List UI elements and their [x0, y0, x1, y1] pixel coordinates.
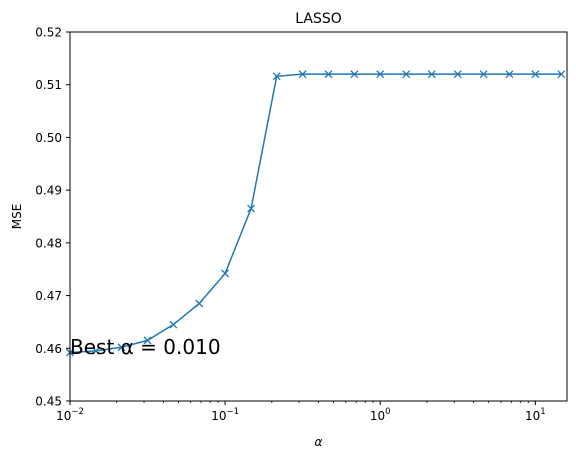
data-point-marker [350, 70, 359, 79]
marker-stroke [402, 70, 411, 79]
data-point-marker [91, 346, 100, 355]
y-tick-label: 0.52 [35, 26, 62, 40]
y-tick-label: 0.46 [35, 342, 62, 356]
marker-stroke [479, 70, 488, 79]
data-point-marker [221, 269, 230, 278]
chart-title: LASSO [295, 11, 342, 27]
series-line [69, 73, 562, 354]
ticks-layer: 0.45 0.46 0.47 0.48 0.49 0.50 0.51 0.52 10−2 10−1… [35, 26, 545, 424]
y-tick-label: 0.47 [35, 289, 62, 303]
marker-stroke [247, 204, 256, 213]
marker-stroke [298, 70, 307, 79]
x-tick-label: 10−1 [211, 407, 239, 423]
marker-stroke [557, 70, 566, 79]
x-tick-label: 10−2 [56, 407, 84, 423]
data-point-marker [505, 70, 514, 79]
y-tick-label: 0.50 [35, 131, 62, 145]
marker-stroke [453, 70, 462, 79]
y-axis-label: MSE [10, 204, 24, 230]
marker-stroke [143, 336, 152, 345]
marker-stroke [195, 299, 204, 308]
data-point-marker [324, 70, 333, 79]
x-tick-label: 100 [370, 407, 391, 423]
data-point-marker [376, 70, 385, 79]
marker-stroke [376, 70, 385, 79]
marker-stroke [91, 346, 100, 355]
marker-stroke [324, 70, 333, 79]
marker-stroke [169, 320, 178, 329]
y-tick-label: 0.45 [35, 395, 62, 409]
x-tick-label: 101 [525, 407, 546, 423]
data-point-marker [117, 343, 126, 352]
best-alpha-annotation: Best α = 0.010 [70, 335, 221, 359]
data-point-marker [298, 70, 307, 79]
data-point-marker [557, 70, 566, 79]
data-point-marker [169, 320, 178, 329]
marker-stroke [272, 72, 281, 81]
marker-stroke [505, 70, 514, 79]
axes-frame [69, 31, 568, 402]
data-point-marker [453, 70, 462, 79]
data-point-marker [427, 70, 436, 79]
marker-stroke [350, 70, 359, 79]
plot-layer [66, 70, 566, 357]
marker-stroke [427, 70, 436, 79]
marker-stroke [221, 269, 230, 278]
marker-stroke [531, 70, 540, 79]
data-point-marker [402, 70, 411, 79]
data-point-marker [272, 72, 281, 81]
marker-stroke [117, 343, 126, 352]
y-tick-label: 0.51 [35, 78, 62, 92]
y-tick-label: 0.48 [35, 236, 62, 250]
y-tick-label: 0.49 [35, 184, 62, 198]
x-axis-label: α [315, 435, 323, 449]
data-point-marker [531, 70, 540, 79]
data-point-marker [143, 336, 152, 345]
data-point-marker [247, 204, 256, 213]
data-point-marker [479, 70, 488, 79]
data-point-marker [195, 299, 204, 308]
